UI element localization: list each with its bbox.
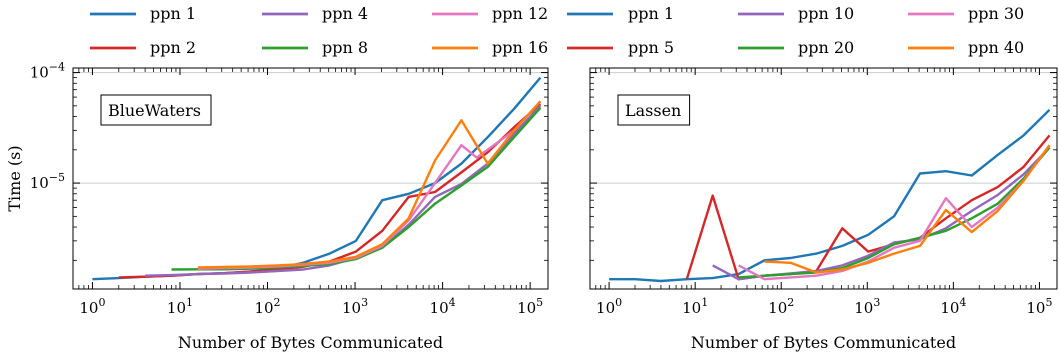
- legend-label: ppn 1: [628, 4, 674, 23]
- panel-title: BlueWaters: [108, 101, 201, 120]
- panel-lassen: 100 101 102 103 104 105 Number of Bytes Commun…: [567, 4, 1058, 352]
- series-line-ppn-16: [197, 100, 542, 269]
- legend-item-ppn-12: ppn 12: [432, 4, 548, 23]
- series-line-ppn-30: [738, 144, 1051, 281]
- y-tick-label: 10−4: [30, 61, 65, 82]
- legend-item-ppn-2: ppn 2: [90, 38, 196, 57]
- legend-label: ppn 10: [798, 4, 854, 23]
- x-tick-label: 104: [940, 296, 966, 317]
- x-tick-label: 103: [342, 296, 368, 317]
- legend-label: ppn 20: [798, 38, 854, 57]
- legend-item-ppn-8: ppn 8: [262, 38, 368, 57]
- x-axis-label: Number of Bytes Communicated: [178, 333, 443, 352]
- x-tick-label: 101: [167, 296, 193, 317]
- x-tick-label: 105: [517, 296, 543, 317]
- legend-label: ppn 5: [628, 38, 674, 57]
- legend-label: ppn 40: [968, 38, 1024, 57]
- legend-item-ppn-1: ppn 1: [90, 4, 196, 23]
- legend-label: ppn 1: [150, 4, 196, 23]
- legend-label: ppn 4: [322, 4, 368, 23]
- x-tick-label: 105: [1026, 296, 1052, 317]
- x-tick-label: 102: [768, 296, 794, 317]
- panel-title-box: BlueWaters: [100, 94, 212, 126]
- x-tick-label: 100: [79, 296, 105, 317]
- series-line-ppn-4: [145, 104, 542, 277]
- series-line-ppn-2: [118, 103, 542, 279]
- series-line-ppn-40: [764, 144, 1051, 274]
- legend-item-ppn-4: ppn 4: [262, 4, 368, 23]
- legend-item-ppn-10: ppn 10: [738, 4, 854, 23]
- x-axis-label: Number of Bytes Communicated: [691, 333, 956, 352]
- y-tick-label: 10−5: [30, 171, 65, 192]
- legend-label: ppn 12: [492, 4, 548, 23]
- series-line-ppn-20: [738, 146, 1051, 279]
- plot-frame: [72, 67, 549, 290]
- series-line-ppn-12: [197, 100, 542, 270]
- panel-title-box: Lassen: [617, 94, 691, 126]
- legend-label: ppn 16: [492, 38, 548, 57]
- x-tick-label: 103: [854, 296, 880, 317]
- legend-item-ppn-16: ppn 16: [432, 38, 548, 57]
- panel-title-frame: [617, 94, 691, 126]
- legend-item-ppn-5: ppn 5: [567, 38, 674, 57]
- legend-item-ppn-40: ppn 40: [908, 38, 1024, 57]
- y-axis-label: Time (s): [5, 145, 24, 211]
- legend-item-ppn-30: ppn 30: [908, 4, 1024, 23]
- x-tick-label: 101: [682, 296, 708, 317]
- legend-label: ppn 30: [968, 4, 1024, 23]
- plot-frame: [589, 67, 1058, 290]
- x-tick-label: 100: [596, 296, 622, 317]
- legend-item-ppn-1: ppn 1: [567, 4, 674, 23]
- series-line-ppn-8: [171, 106, 542, 271]
- legend-item-ppn-20: ppn 20: [738, 38, 854, 57]
- panel-title-frame: [100, 94, 212, 126]
- x-tick-label: 102: [254, 296, 280, 317]
- legend-label: ppn 2: [150, 38, 196, 57]
- x-tick-label: 104: [430, 296, 456, 317]
- panel-bluewaters: 100 101 102 103 104 105 10−5 10−4 Number of Byte…: [5, 4, 549, 352]
- panel-title: Lassen: [625, 101, 681, 120]
- legend-label: ppn 8: [322, 38, 368, 57]
